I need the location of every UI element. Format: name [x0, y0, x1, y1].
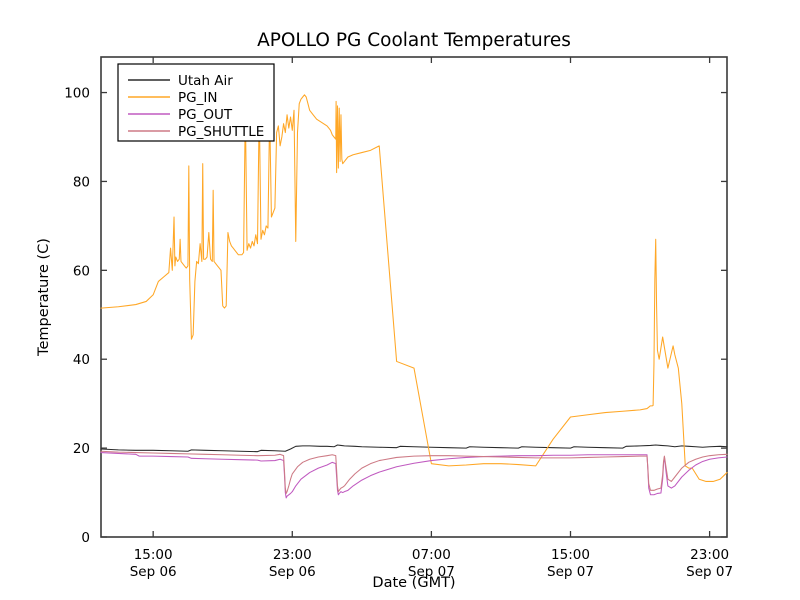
x-axis-title: Date (GMT) — [372, 575, 455, 591]
y-axis-title: Temperature (C) — [36, 238, 52, 357]
y-tick-label: 80 — [73, 174, 90, 190]
x-tick-label-date: Sep 07 — [547, 564, 594, 580]
chart-title: APOLLO PG Coolant Temperatures — [257, 30, 571, 51]
y-tick-label: 0 — [81, 530, 90, 546]
series-line-pg-shuttle — [100, 450, 728, 494]
legend-label-pg-shuttle[interactable]: PG_SHUTTLE — [178, 124, 264, 140]
legend-label-pg-in[interactable]: PG_IN — [178, 90, 217, 106]
x-tick-label-date: Sep 07 — [408, 564, 455, 580]
series-line-pg-in — [100, 94, 728, 482]
legend-label-pg-out[interactable]: PG_OUT — [178, 107, 233, 123]
y-tick-label: 40 — [73, 352, 90, 368]
x-tick-label-time: 07:00 — [412, 547, 451, 563]
y-tick-label: 100 — [64, 86, 90, 102]
series-lines — [100, 94, 728, 499]
x-tick-label-date: Sep 07 — [686, 564, 733, 580]
x-tick-label-date: Sep 06 — [269, 564, 316, 580]
legend-frame — [117, 63, 275, 142]
legend-label-utah air[interactable]: Utah Air — [178, 73, 233, 89]
y-tick-label: 60 — [73, 263, 90, 279]
x-tick-label-date: Sep 06 — [130, 564, 177, 580]
tick-marks — [101, 57, 727, 538]
y-axis-tick-labels: 0 20 40 60 80 100 — [64, 86, 90, 546]
plot-frame — [100, 56, 728, 538]
y-tick-label: 20 — [73, 441, 90, 457]
x-tick-label-time: 15:00 — [551, 547, 590, 563]
x-tick-label-time: 15:00 — [134, 547, 173, 563]
series-line-utah air — [100, 444, 728, 453]
x-tick-label-time: 23:00 — [273, 547, 312, 563]
x-tick-label-time: 23:00 — [690, 547, 729, 563]
